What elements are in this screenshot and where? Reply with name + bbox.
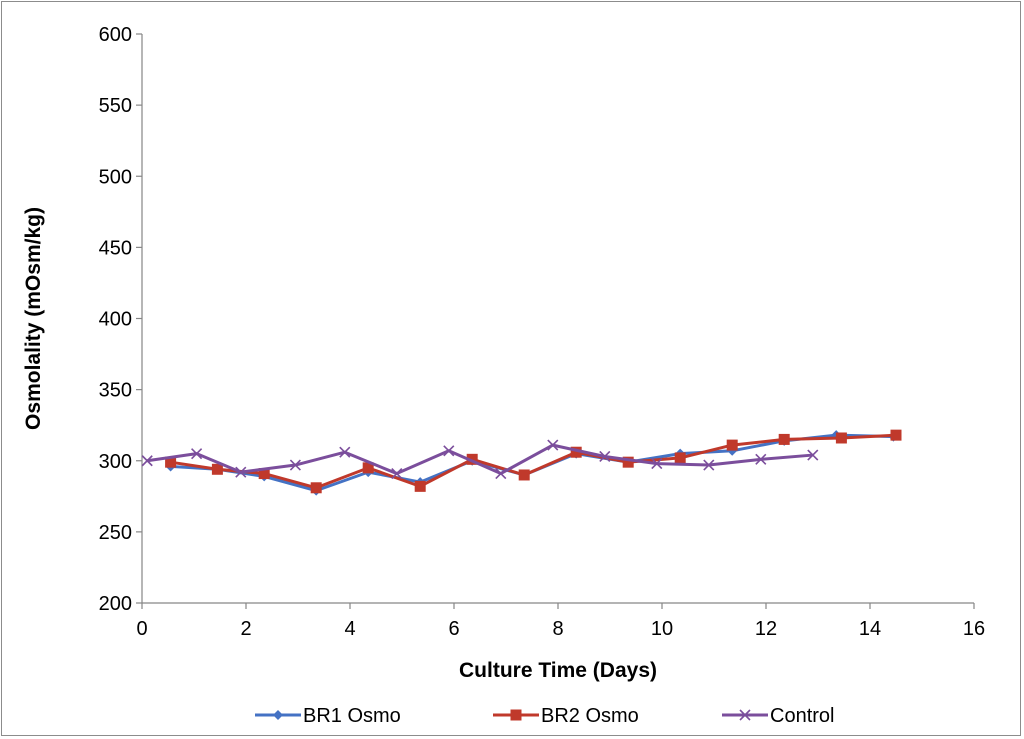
data-point (651, 458, 663, 470)
y-tick-label: 300 (99, 451, 132, 473)
series-1 (165, 429, 902, 494)
data-point (570, 446, 582, 458)
data-point (165, 456, 177, 468)
data-point (518, 469, 530, 481)
data-point (703, 459, 715, 471)
data-point (547, 439, 559, 451)
data-point (339, 446, 351, 458)
y-axis-title: Osmolality (mOsm/kg) (22, 207, 45, 430)
x-tick-label: 6 (448, 618, 459, 640)
x-axis-ticks: 0 2 4 6 8 10 12 14 16 (136, 603, 985, 640)
legend-label: BR1 Osmo (303, 705, 401, 727)
x-axis-title: Culture Time (Days) (459, 659, 657, 682)
data-point (726, 439, 738, 451)
data-point (443, 445, 455, 457)
x-tick-label: 4 (344, 618, 355, 640)
data-point (622, 456, 634, 468)
y-tick-label: 450 (99, 237, 132, 259)
data-point (310, 482, 322, 494)
data-point (674, 452, 686, 464)
x-tick-label: 16 (963, 618, 985, 640)
data-point (289, 459, 301, 471)
legend-item: Control (722, 705, 834, 727)
series-line (146, 443, 813, 476)
y-tick-label: 500 (99, 166, 132, 188)
legend-label: BR2 Osmo (541, 705, 639, 727)
y-tick-label: 200 (99, 593, 132, 615)
x-tick-label: 2 (240, 618, 251, 640)
legend-marker (739, 709, 751, 721)
data-point (495, 467, 507, 480)
data-point (466, 453, 478, 465)
x-tick-label: 14 (859, 618, 881, 640)
data-point (778, 433, 790, 445)
x-tick-label: 10 (651, 618, 673, 640)
x-tick-label: 0 (136, 618, 147, 640)
y-tick-label: 600 (99, 24, 132, 46)
data-point (362, 462, 374, 474)
x-tick-label: 8 (552, 618, 563, 640)
y-axis-ticks: 200 250 300 350 400 450 500 550 600 (99, 24, 142, 615)
data-point (835, 432, 847, 444)
x-tick-label: 12 (755, 618, 777, 640)
data-point (258, 468, 270, 480)
y-tick-label: 400 (99, 309, 132, 331)
y-tick-label: 250 (99, 522, 132, 544)
y-tick-label: 550 (99, 95, 132, 117)
data-point (191, 448, 203, 460)
data-point (414, 480, 426, 492)
legend-label: Control (770, 705, 834, 727)
data-point (211, 463, 223, 475)
data-point (599, 450, 611, 463)
legend-marker (273, 710, 283, 720)
y-tick-label: 350 (99, 380, 132, 402)
legend: BR1 Osmo BR2 Osmo Control (255, 705, 834, 727)
data-point (807, 449, 819, 461)
data-point (391, 467, 403, 480)
data-point (235, 466, 247, 478)
axes: 200 250 300 350 400 450 500 550 600 0 2 4 6 8 10 12 14 1… (99, 24, 986, 640)
data-point (890, 429, 902, 441)
legend-marker (510, 709, 522, 721)
series-layer (141, 429, 902, 496)
data-point (755, 453, 767, 465)
legend-item: BR1 Osmo (255, 705, 401, 727)
data-point (141, 455, 153, 467)
legend-item: BR2 Osmo (493, 705, 639, 727)
series-2 (141, 439, 819, 480)
